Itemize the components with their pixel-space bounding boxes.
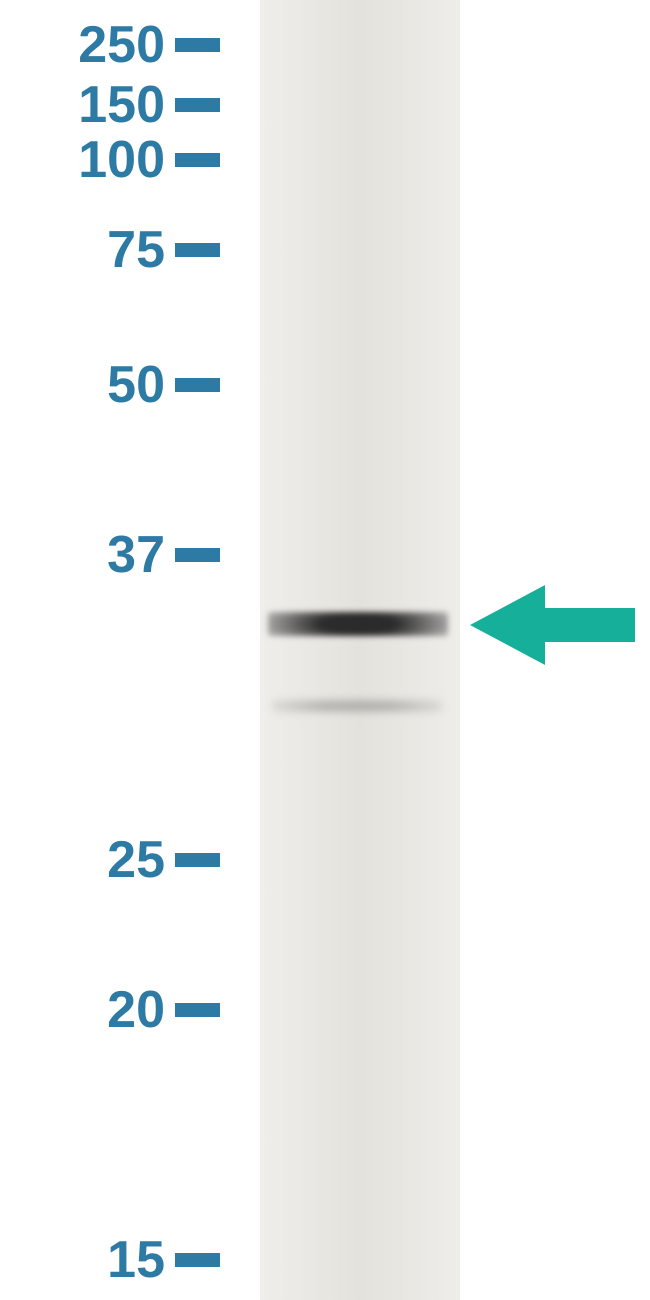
marker-dash-25 xyxy=(175,853,220,867)
marker-label-37: 37 xyxy=(5,529,165,581)
marker-label-150: 150 xyxy=(5,79,165,131)
marker-label-15: 15 xyxy=(5,1234,165,1286)
marker-label-25: 25 xyxy=(5,834,165,886)
marker-label-250: 250 xyxy=(5,19,165,71)
western-blot-figure: 250 150100 75 50 37 25 20 15 xyxy=(0,0,650,1300)
marker-dash-150 xyxy=(175,98,220,112)
marker-dash-75 xyxy=(175,243,220,257)
marker-dash-100 xyxy=(175,153,220,167)
marker-dash-250 xyxy=(175,38,220,52)
indicator-arrow xyxy=(470,585,635,665)
marker-label-20: 20 xyxy=(5,984,165,1036)
marker-dash-20 xyxy=(175,1003,220,1017)
marker-dash-37 xyxy=(175,548,220,562)
marker-label-100: 100 xyxy=(5,134,165,186)
faint-band xyxy=(272,700,442,712)
gel-lane xyxy=(260,0,460,1300)
marker-label-75: 75 xyxy=(5,224,165,276)
marker-dash-50 xyxy=(175,378,220,392)
main-band xyxy=(268,612,448,636)
marker-dash-15 xyxy=(175,1253,220,1267)
marker-label-50: 50 xyxy=(5,359,165,411)
